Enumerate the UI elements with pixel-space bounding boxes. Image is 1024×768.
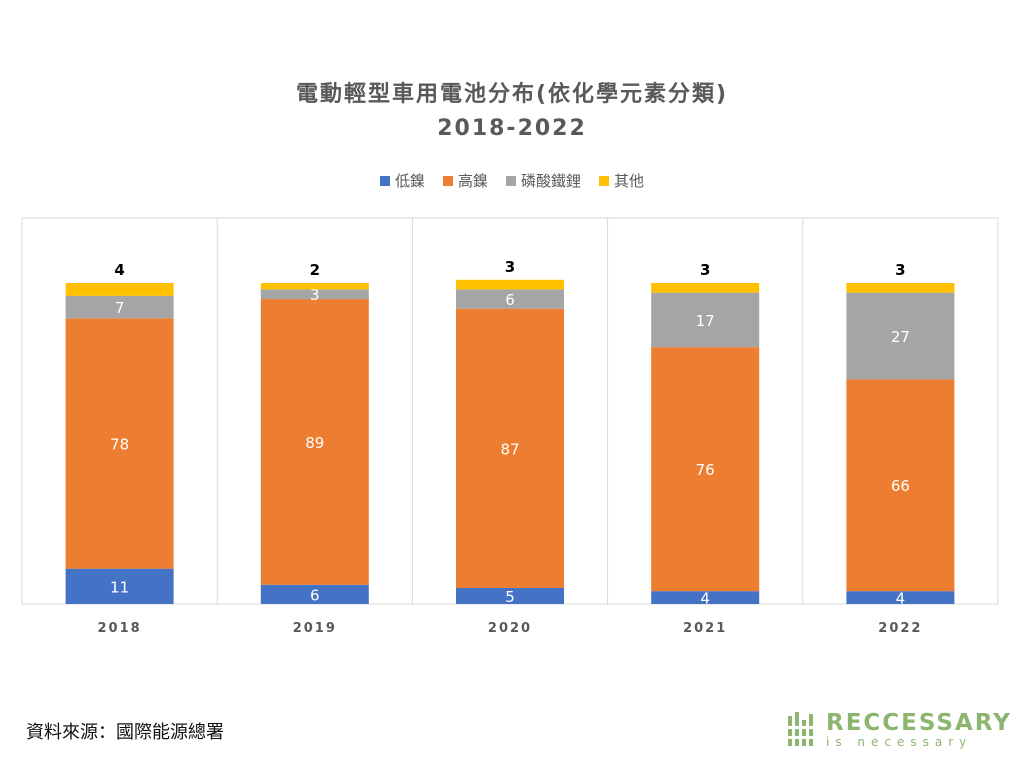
legend-swatch [599, 175, 610, 186]
data-label: 2 [310, 261, 320, 279]
bar-segment [456, 289, 564, 309]
legend-label: 其他 [614, 172, 645, 190]
bar-segment [456, 308, 564, 588]
data-label: 3 [895, 261, 905, 279]
x-tick-label: 2018 [98, 621, 142, 636]
x-tick-label: 2021 [683, 621, 727, 636]
data-label: 6 [310, 586, 320, 604]
logo: RECCESSARY is necessary [786, 710, 1016, 754]
data-label: 78 [110, 436, 129, 454]
legend: 低鎳 高鎳 磷酸鐵鋰 其他 [0, 170, 1024, 191]
data-label: 17 [696, 312, 715, 330]
bar-segment [65, 295, 174, 319]
bar-segment [260, 289, 369, 300]
data-label: 3 [505, 258, 515, 276]
bar-segment [260, 283, 369, 290]
legend-swatch [506, 175, 516, 186]
stacked-bar-chart: 11 78 7 4 2018 6 89 3 2 2019 5 87 6 3 2020 4 76 17 3 2021 4 6… [21, 217, 999, 636]
x-tick-label: 2020 [488, 621, 532, 636]
data-label: 7 [115, 299, 125, 317]
legend-swatch [442, 175, 453, 186]
bar-segment [846, 283, 955, 293]
bar-segment [65, 283, 174, 296]
data-label: 11 [110, 578, 129, 596]
logo-name: RECCESSARY [826, 710, 1012, 736]
data-label: 5 [505, 588, 515, 606]
data-label: 6 [505, 291, 515, 309]
logo-icon [788, 712, 814, 746]
data-label: 3 [700, 261, 710, 279]
legend-swatch [379, 175, 390, 186]
bar-segment [260, 584, 369, 604]
source-note: 資料來源：國際能源總署 [26, 722, 224, 743]
legend-label: 高鎳 [457, 172, 488, 190]
legend-item: 高鎳 [442, 170, 488, 191]
data-label: 76 [696, 461, 715, 479]
bar-segment [456, 279, 564, 290]
chart-subtitle: 2018-2022 [437, 116, 587, 141]
legend-label: 低鎳 [394, 172, 425, 190]
data-label: 89 [305, 434, 324, 452]
data-label: 4 [700, 590, 710, 608]
bar-segment [260, 299, 369, 585]
bar-segment [846, 292, 955, 380]
data-label: 3 [310, 286, 320, 304]
legend-item: 磷酸鐵鋰 [506, 170, 581, 191]
chart-title: 電動輕型車用電池分布(依化學元素分類) [295, 82, 729, 107]
legend-label: 磷酸鐵鋰 [521, 172, 582, 190]
bar-segment [651, 591, 760, 604]
data-label: 4 [896, 590, 906, 608]
bar-segment [65, 318, 174, 569]
legend-item: 其他 [599, 170, 644, 191]
logo-tagline: is necessary [826, 735, 973, 749]
data-label: 66 [891, 477, 910, 495]
bar-segment [456, 587, 564, 604]
data-label: 87 [500, 440, 519, 458]
x-tick-label: 2022 [878, 621, 922, 636]
bar-segment [651, 292, 760, 348]
bar-segment [65, 568, 174, 604]
data-label: 4 [114, 261, 124, 279]
bar-segment [651, 283, 760, 293]
x-tick-label: 2019 [293, 621, 337, 636]
legend-item: 低鎳 [379, 170, 425, 191]
bar-segment [846, 379, 955, 592]
bar-segment [651, 347, 760, 592]
bar-segment [846, 591, 955, 604]
data-label: 27 [891, 328, 910, 346]
